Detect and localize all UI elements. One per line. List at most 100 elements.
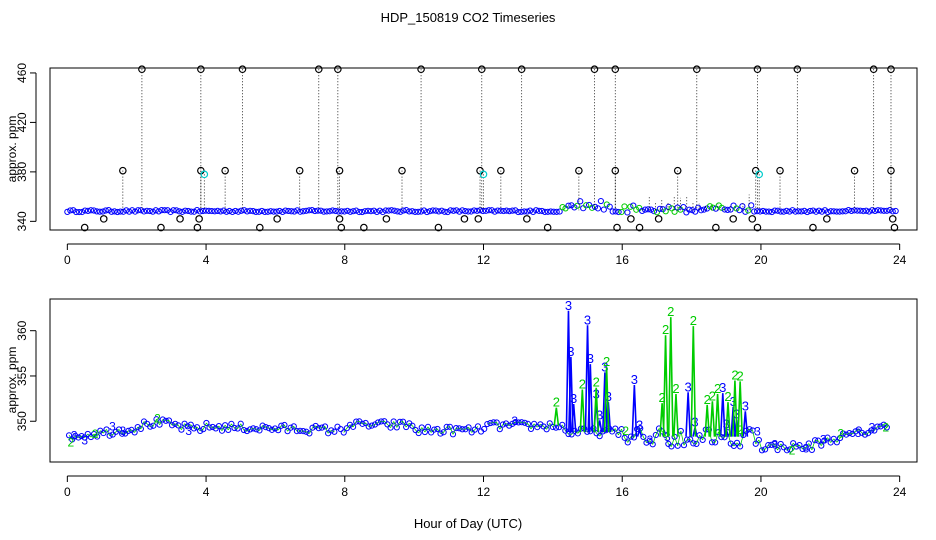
bg-point xyxy=(300,428,307,435)
bg-point xyxy=(830,435,837,442)
bg-point xyxy=(812,208,820,215)
top-x-tick-label: 16 xyxy=(616,253,630,267)
bg-point xyxy=(777,208,784,215)
top-point-low-points xyxy=(627,215,635,223)
bg-line xyxy=(668,443,672,447)
peak-line-2 xyxy=(725,402,731,437)
bg-point xyxy=(777,440,784,448)
bg-point xyxy=(883,424,890,431)
bg-point xyxy=(187,421,194,428)
bg-point xyxy=(845,207,852,214)
bg-point xyxy=(190,208,198,215)
peak-line-3 xyxy=(685,392,691,437)
bg-point xyxy=(836,434,844,442)
bg-line xyxy=(181,423,185,430)
bg-point xyxy=(553,208,560,215)
top-x-tick-label: 4 xyxy=(203,253,210,267)
peak-glyph-2: 2 xyxy=(731,368,738,383)
bg-point xyxy=(409,422,416,429)
bg-point xyxy=(220,207,227,214)
bg-point xyxy=(689,207,696,214)
bg-point xyxy=(527,425,535,432)
bg-point xyxy=(615,431,622,439)
bg-glyph: 2 xyxy=(67,436,74,450)
peak-glyph-2: 2 xyxy=(658,390,665,405)
bg-point xyxy=(852,428,859,435)
top-point-spikes xyxy=(238,65,247,74)
bg-point xyxy=(733,439,741,446)
top-point-mid-points xyxy=(611,166,620,175)
bg-point xyxy=(217,208,224,215)
bg-line xyxy=(359,421,363,425)
bg-line xyxy=(671,436,675,447)
bg-line xyxy=(418,427,423,434)
bg-point xyxy=(134,423,141,431)
peak-glyph-3: 3 xyxy=(742,398,749,413)
bg-point xyxy=(412,208,419,215)
bg-point xyxy=(168,422,176,429)
bg-glyph: 2 xyxy=(622,424,629,438)
bot-x-tick-label: 24 xyxy=(893,485,907,499)
bg-point xyxy=(193,206,201,214)
bot-x-tick-label: 16 xyxy=(616,485,630,499)
bg-point xyxy=(643,439,650,446)
top-y-axis: 340 380 420 460 xyxy=(15,63,37,231)
bg-line xyxy=(696,435,700,445)
top-point-cyan-points xyxy=(479,170,488,179)
bg-point xyxy=(656,205,663,212)
bg-point xyxy=(170,207,177,214)
bg-point xyxy=(282,207,289,214)
bg-point xyxy=(649,441,656,448)
bg-point xyxy=(247,207,254,214)
bg-point xyxy=(94,433,101,440)
top-point-low-points xyxy=(460,215,469,223)
bg-point xyxy=(156,421,163,428)
bg-point xyxy=(618,426,625,433)
bg-line xyxy=(496,422,501,430)
bg-point xyxy=(328,427,335,434)
bg-line xyxy=(284,424,288,432)
bg-point xyxy=(858,429,865,436)
bg-line xyxy=(639,428,644,438)
bg-point xyxy=(123,207,130,214)
bg-point xyxy=(309,424,316,431)
bg-point xyxy=(824,208,831,216)
bg-line xyxy=(852,431,856,435)
top-point-low-points xyxy=(888,215,897,223)
bot-y-tick-label: 360 xyxy=(15,320,29,340)
bg-point xyxy=(596,433,603,440)
bg-line xyxy=(415,429,419,434)
bg-point xyxy=(159,416,166,423)
top-x-tick-label: 8 xyxy=(341,253,348,267)
bg-point xyxy=(84,207,92,215)
top-point-spikes xyxy=(314,65,323,74)
bg-line xyxy=(824,437,828,441)
bg-line xyxy=(596,432,600,437)
bottom-x-axis: 0 4 8 12 16 20 24 xyxy=(64,475,907,499)
bg-point xyxy=(755,436,762,444)
top-point-spikes xyxy=(692,65,701,74)
bg-point xyxy=(268,426,276,433)
bg-point xyxy=(93,208,100,215)
bg-point xyxy=(783,447,791,454)
bg-point xyxy=(650,207,658,215)
top-point-low-points xyxy=(256,223,264,232)
bg-point xyxy=(235,208,242,215)
bg-point xyxy=(241,207,248,214)
top-point-low-points xyxy=(635,223,644,232)
bg-point xyxy=(786,208,793,215)
bg-point xyxy=(153,416,160,423)
bg-point xyxy=(799,445,806,453)
bg-point xyxy=(275,427,282,434)
top-point-mid-points xyxy=(221,166,229,175)
bg-point xyxy=(527,207,534,214)
peak-glyph-3: 3 xyxy=(636,417,643,432)
bg-point xyxy=(503,207,510,214)
top-point-low-points xyxy=(382,215,391,223)
bg-point xyxy=(668,443,675,450)
top-point-spikes xyxy=(197,65,205,74)
bg-point xyxy=(226,207,233,215)
bg-point xyxy=(229,208,236,216)
bg-point xyxy=(403,423,410,431)
